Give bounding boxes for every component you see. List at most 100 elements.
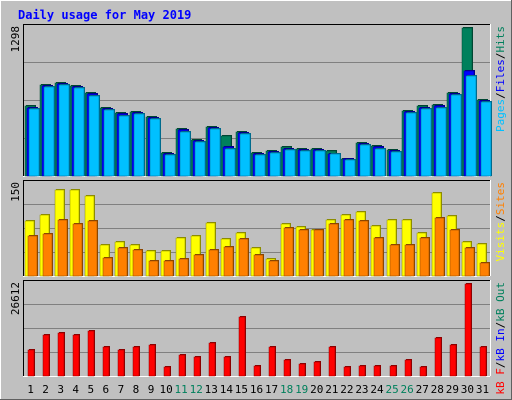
bar-body (133, 113, 145, 177)
bar-body (419, 237, 430, 277)
bar-pages-day-16 (254, 154, 266, 177)
bar-body (148, 344, 156, 377)
bar-body (43, 86, 55, 177)
bar-body (313, 229, 324, 277)
legend-entry: Hits (494, 26, 507, 53)
panel-hits-files-pages: 1298 Pages/Files/Hits (9, 24, 507, 177)
panels: 1298Pages/Files/Hits150Visits/Sites26612… (9, 24, 507, 395)
bar-body (164, 154, 176, 177)
bar-kb-day-5 (87, 330, 95, 377)
bar-body (42, 233, 53, 277)
bar-pages-day-10 (164, 154, 176, 177)
bar-kb-day-21 (328, 346, 336, 377)
bar-body (73, 87, 85, 177)
bar-sites-day-28 (434, 217, 445, 277)
bar-pages-day-9 (149, 118, 161, 177)
bar-body (479, 346, 487, 377)
bar-sites-day-17 (268, 260, 279, 277)
bar-pages-day-7 (118, 115, 130, 177)
bar-body (299, 150, 311, 177)
bar-body (435, 107, 447, 177)
bar-body (132, 249, 143, 277)
bar-pages-day-6 (103, 109, 115, 177)
bar-body (359, 144, 371, 177)
bar-kb-day-31 (479, 346, 487, 377)
bar-pages-day-1 (28, 108, 40, 177)
day-tick-label: 16 (250, 383, 263, 396)
bar-kb-day-10 (163, 366, 171, 377)
day-tick-label: 11 (175, 383, 188, 396)
bar-sites-day-1 (27, 235, 38, 277)
legend-entry: Files (494, 59, 507, 92)
bar-pages-day-8 (133, 113, 145, 177)
bar-body (238, 238, 249, 277)
bar-body (479, 262, 490, 277)
bar-body (57, 219, 68, 277)
bar-kb-day-27 (419, 366, 427, 377)
legend-separator: / (494, 362, 507, 369)
bar-kb-day-23 (358, 365, 366, 377)
day-tick-label: 7 (118, 383, 125, 396)
bar-body (465, 75, 477, 177)
bar-body (314, 150, 326, 177)
bar-body (209, 128, 221, 177)
bar-kb-day-22 (343, 366, 351, 377)
legend-separator: / (494, 53, 507, 60)
bar-sites-day-4 (72, 223, 83, 277)
day-labels: 1 2 3 4 5 6 7 8 9 10 11 12 13 14 15 16 17 18 19 20 21 22 23 24 2… (27, 383, 489, 396)
legend-separator: / (494, 92, 507, 99)
day-tick-label: 12 (190, 383, 203, 396)
bar-body (328, 223, 339, 277)
bar-body (283, 359, 291, 377)
bar-body (464, 283, 472, 377)
bar-body (434, 217, 445, 277)
bar-body (343, 219, 354, 277)
bar-kb-day-16 (253, 365, 261, 377)
bar-pages-day-31 (480, 101, 492, 177)
bar-body (224, 148, 236, 177)
bar-body (239, 133, 251, 177)
bar-sites-day-3 (57, 219, 68, 277)
bar-body (358, 365, 366, 377)
bar-pages-day-17 (269, 152, 281, 177)
bar-pages-day-30 (465, 75, 477, 177)
bar-sites-day-24 (373, 237, 384, 277)
bar-kb-day-17 (268, 346, 276, 377)
day-tick-label: 3 (57, 383, 64, 396)
bar-body (27, 235, 38, 277)
day-tick-label: 18 (280, 383, 293, 396)
bar-kb-day-20 (313, 361, 321, 377)
bar-body (223, 246, 234, 277)
day-tick-label: 2 (42, 383, 49, 396)
day-tick-label: 5 (87, 383, 94, 396)
bar-body (208, 342, 216, 377)
bar-sites-day-9 (148, 260, 159, 277)
bar-body (27, 349, 35, 377)
bar-body (419, 366, 427, 377)
day-tick-label: 21 (325, 383, 338, 396)
day-tick-label: 28 (431, 383, 444, 396)
bar-body (449, 229, 460, 277)
ymax-label: 1298 (9, 26, 22, 53)
bar-kb-day-14 (223, 356, 231, 377)
bar-pages-day-12 (194, 141, 206, 177)
bar-kb-day-4 (72, 334, 80, 377)
day-tick-label: 6 (103, 383, 110, 396)
bar-body (389, 244, 400, 277)
bar-pages-day-15 (239, 133, 251, 177)
legend-hits-files-pages: Pages/Files/Hits (494, 26, 507, 132)
bar-body (404, 244, 415, 277)
bar-pages-day-24 (374, 148, 386, 177)
bar-body (102, 346, 110, 377)
bar-pages-day-3 (58, 84, 70, 177)
bar-body (72, 223, 83, 277)
bar-sites-day-21 (328, 223, 339, 277)
bar-kb-day-7 (117, 349, 125, 377)
bar-sites-day-11 (178, 258, 189, 277)
bar-body (194, 141, 206, 177)
bar-body (420, 108, 432, 177)
bar-sites-day-25 (389, 244, 400, 277)
panel-visits-sites: 150 Visits/Sites (9, 180, 507, 277)
